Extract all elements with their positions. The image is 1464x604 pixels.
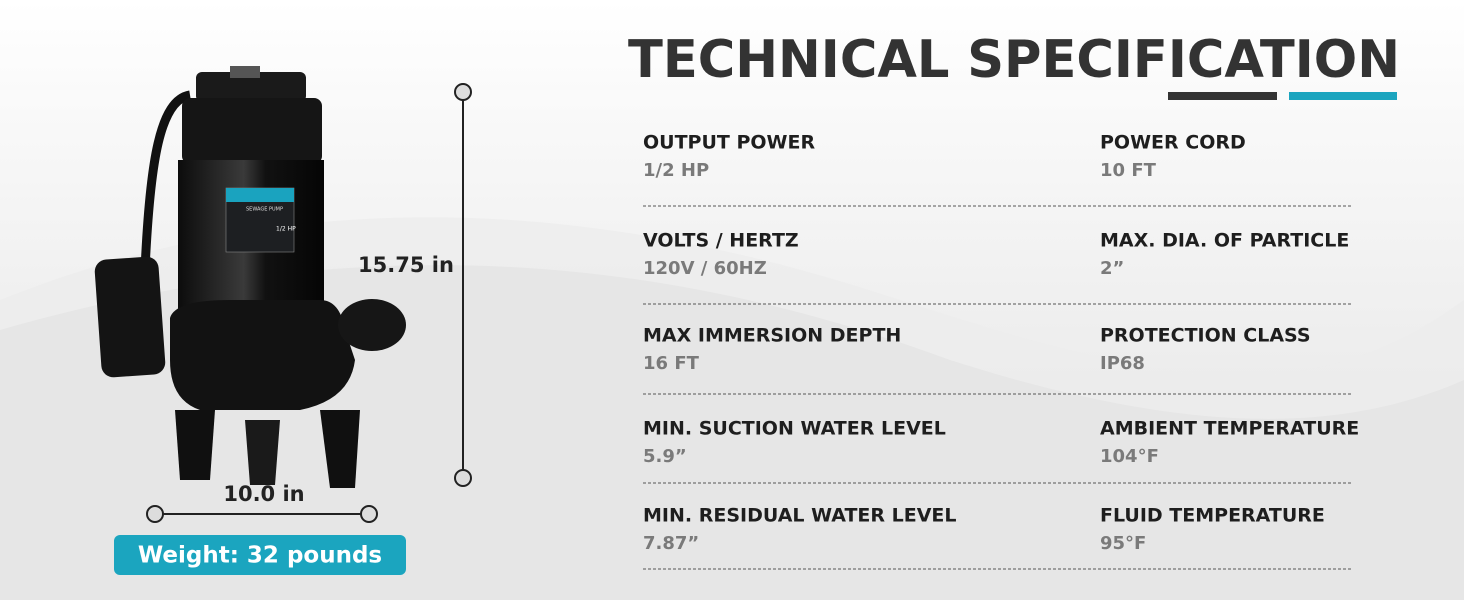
pump-label-power: 1/2 HP xyxy=(276,226,296,233)
pump-float xyxy=(94,256,166,378)
spec-label: MIN. RESIDUAL WATER LEVEL xyxy=(643,505,957,527)
pump-handle xyxy=(230,66,260,78)
weight-label: Weight: 32 pounds xyxy=(138,543,382,569)
spec-label: MIN. SUCTION WATER LEVEL xyxy=(643,418,946,440)
spec-label: VOLTS / HERTZ xyxy=(643,230,799,252)
spec-value: 104°F xyxy=(1100,446,1159,467)
spec-value: 16 FT xyxy=(643,353,700,374)
spec-value: 7.87” xyxy=(643,533,699,554)
spec-table: OUTPUT POWER 1/2 HP POWER CORD 10 FT VOLTS /… xyxy=(643,132,1359,570)
width-label: 10.0 in xyxy=(223,482,304,506)
pump-volute xyxy=(170,300,355,410)
pump-cord xyxy=(140,90,192,271)
spec-label: MAX. DIA. OF PARTICLE xyxy=(1100,230,1349,252)
dimension-end xyxy=(454,469,472,487)
pump-label-title: SEWAGE PUMP xyxy=(246,207,283,213)
pump-image: SEWAGE PUMP 1/2 HP xyxy=(94,66,406,488)
spec-value: 95°F xyxy=(1100,533,1146,554)
spec-value: 2” xyxy=(1100,258,1124,279)
pump-top xyxy=(196,72,306,102)
title-underline xyxy=(1168,92,1277,100)
dimension-end xyxy=(454,83,472,101)
spec-value: IP68 xyxy=(1100,353,1145,374)
pump-outlet xyxy=(338,299,406,351)
spec-label: POWER CORD xyxy=(1100,132,1246,154)
spec-value: 120V / 60HZ xyxy=(643,258,767,279)
spec-label: PROTECTION CLASS xyxy=(1100,325,1311,347)
height-label: 15.75 in xyxy=(358,253,454,277)
spec-value: 10 FT xyxy=(1100,160,1157,181)
spec-value: 1/2 HP xyxy=(643,160,709,181)
weight-badge xyxy=(114,535,406,575)
pump-foot xyxy=(175,410,215,480)
pump-foot xyxy=(320,410,360,488)
spec-label: MAX IMMERSION DEPTH xyxy=(643,325,901,347)
title-underline-accent xyxy=(1289,92,1397,100)
pump-label-band xyxy=(226,188,294,202)
dimension-end xyxy=(146,505,164,523)
pump-foot xyxy=(245,420,280,485)
spec-label: AMBIENT TEMPERATURE xyxy=(1100,418,1359,440)
spec-label: OUTPUT POWER xyxy=(643,132,815,154)
title: TECHNICAL SPECIFICATION xyxy=(628,30,1400,90)
spec-label: FLUID TEMPERATURE xyxy=(1100,505,1325,527)
spec-value: 5.9” xyxy=(643,446,687,467)
pump-head xyxy=(182,98,322,164)
dimension-end xyxy=(360,505,378,523)
